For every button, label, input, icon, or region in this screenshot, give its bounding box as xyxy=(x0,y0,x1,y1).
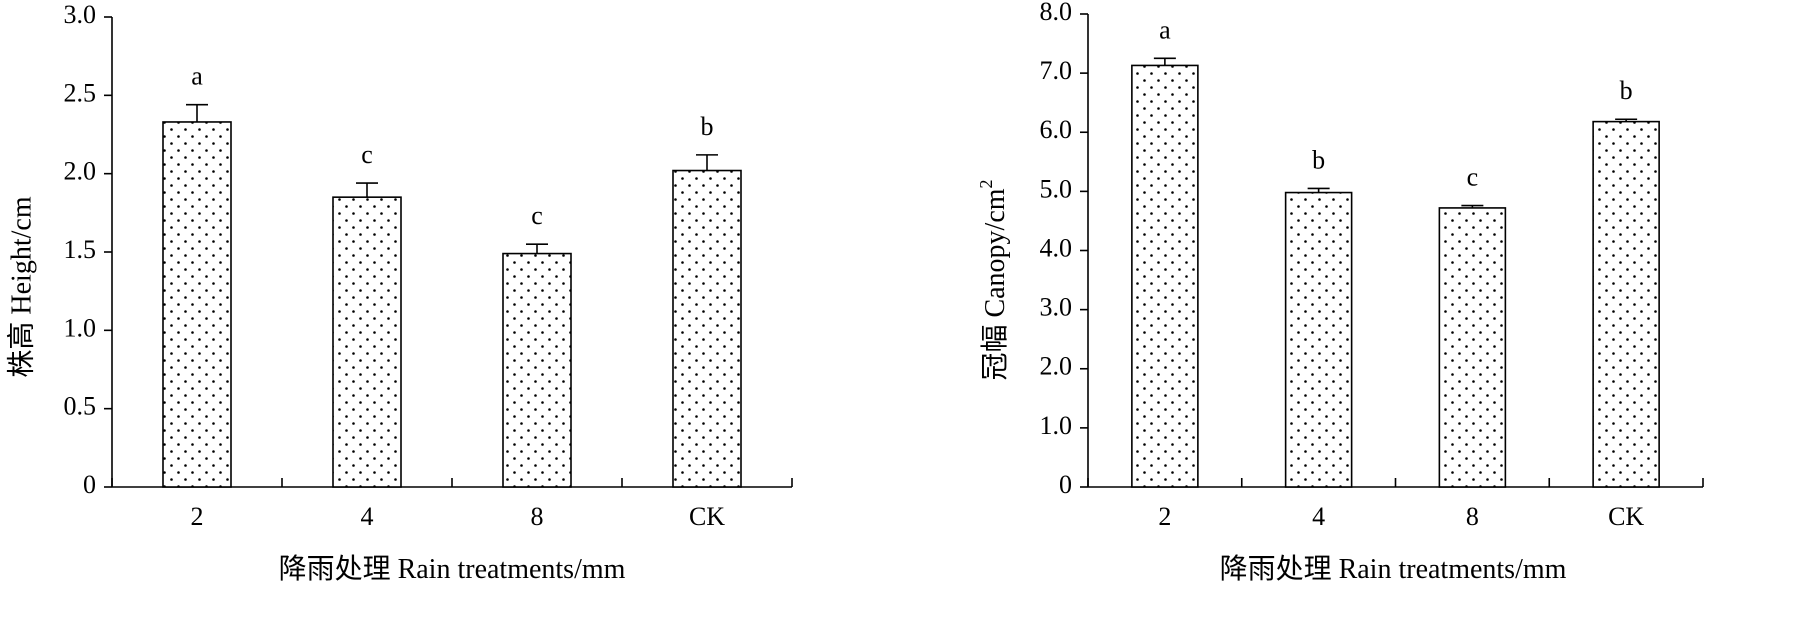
canopy-significance-letter: b xyxy=(1312,145,1325,174)
canopy-chart-y-axis-title: 冠幅 Canopy/cm2 xyxy=(976,179,1011,380)
canopy-y-tick-label: 6.0 xyxy=(1040,115,1073,144)
canopy-y-tick-label: 3.0 xyxy=(1040,293,1073,322)
height-y-tick-label: 1.0 xyxy=(64,313,97,342)
height-x-tick-label: 2 xyxy=(191,502,204,531)
canopy-bar-4 xyxy=(1284,191,1353,488)
height-chart: 株高 Height/cm 降雨处理 Rain treatments/mm 0 0.… xyxy=(5,0,793,585)
canopy-chart-y-axis-title-sup: 2 xyxy=(976,179,996,188)
canopy-x-tick-label: 4 xyxy=(1312,502,1325,531)
canopy-y-tick-label: 8.0 xyxy=(1040,0,1073,26)
height-chart-y-axis-title: 株高 Height/cm xyxy=(5,196,37,377)
height-x-tick-label: CK xyxy=(689,502,725,531)
height-x-tick-label: 4 xyxy=(361,502,374,531)
height-significance-letter: c xyxy=(531,201,543,230)
height-y-tick-label: 0.5 xyxy=(64,392,97,421)
canopy-y-tick-label: 5.0 xyxy=(1040,174,1073,203)
height-y-tick-label: 1.5 xyxy=(64,235,97,264)
canopy-significance-letter: b xyxy=(1620,76,1633,105)
canopy-significance-letter: c xyxy=(1467,163,1479,192)
canopy-chart-x-axis-title: 降雨处理 Rain treatments/mm xyxy=(1220,553,1567,585)
height-bar-8 xyxy=(502,252,572,488)
height-y-tick-label: 2.5 xyxy=(64,78,97,107)
canopy-x-tick-label: CK xyxy=(1608,502,1644,531)
canopy-bar-CK xyxy=(1592,120,1660,488)
height-y-tick-label: 3.0 xyxy=(64,0,97,29)
canopy-x-tick-label: 8 xyxy=(1466,502,1479,531)
height-x-tick-label: 8 xyxy=(531,502,544,531)
height-y-tick-label: 0 xyxy=(83,470,96,499)
height-significance-letter: b xyxy=(701,112,714,141)
canopy-chart-y-axis-title-main: 冠幅 Canopy/cm xyxy=(979,188,1011,380)
height-chart-x-axis-title: 降雨处理 Rain treatments/mm xyxy=(279,553,626,585)
height-significance-letter: a xyxy=(191,62,203,91)
canopy-chart: 冠幅 Canopy/cm2 降雨处理 Rain treatments/mm 01… xyxy=(976,0,1704,585)
canopy-x-tick-label: 2 xyxy=(1158,502,1171,531)
height-significance-letter: c xyxy=(361,140,373,169)
canopy-y-tick-label: 7.0 xyxy=(1040,56,1073,85)
canopy-bar-2 xyxy=(1131,64,1199,488)
height-bar-2 xyxy=(162,121,232,488)
canopy-y-tick-label: 0 xyxy=(1059,470,1072,499)
canopy-y-tick-label: 2.0 xyxy=(1040,352,1073,381)
canopy-significance-letter: a xyxy=(1159,15,1171,44)
height-y-tick-label: 2.0 xyxy=(64,157,97,186)
canopy-y-tick-label: 1.0 xyxy=(1040,411,1073,440)
height-bar-CK xyxy=(672,169,742,488)
height-bar-4 xyxy=(332,196,402,488)
canopy-bar-8 xyxy=(1438,207,1507,488)
canopy-y-tick-label: 4.0 xyxy=(1040,233,1073,262)
